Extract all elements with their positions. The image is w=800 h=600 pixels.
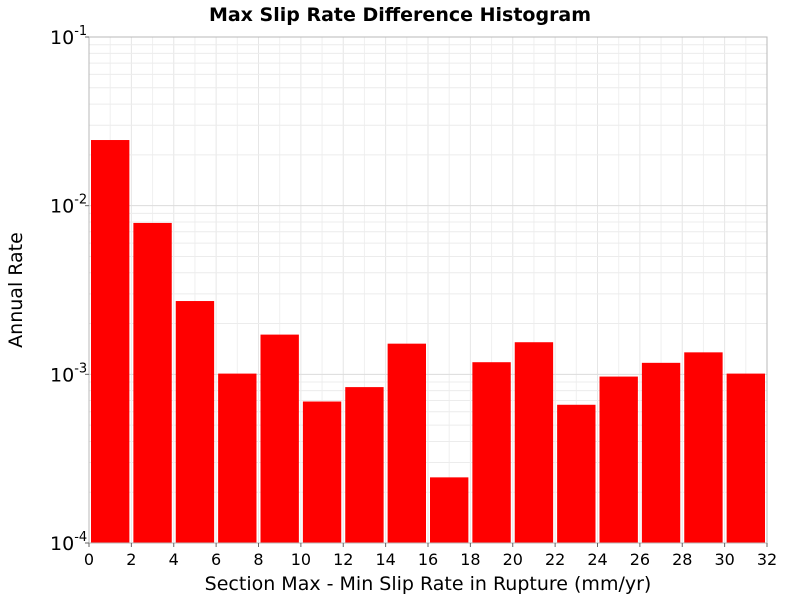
x-tick-label: 2 bbox=[126, 550, 136, 569]
x-tick-label: 32 bbox=[757, 550, 777, 569]
y-tick-label: 10-1 bbox=[50, 24, 87, 49]
histogram-bar bbox=[218, 373, 257, 543]
histogram-bar bbox=[430, 477, 469, 543]
x-tick-label: 10 bbox=[291, 550, 311, 569]
histogram-bar bbox=[345, 387, 384, 543]
histogram-bar bbox=[260, 334, 299, 543]
bars bbox=[91, 140, 765, 543]
x-tick-label: 14 bbox=[375, 550, 395, 569]
x-tick-label: 4 bbox=[169, 550, 179, 569]
y-axis-label: Annual Rate bbox=[5, 232, 27, 348]
y-tick-label: 10-2 bbox=[50, 193, 87, 218]
histogram-bar bbox=[133, 222, 172, 543]
x-tick-label: 12 bbox=[333, 550, 353, 569]
y-axis-ticks: 10-4 10-3 10-2 10-1 bbox=[50, 24, 89, 555]
y-tick-label: 10-4 bbox=[50, 530, 87, 555]
x-tick-label: 6 bbox=[211, 550, 221, 569]
x-tick-label: 8 bbox=[253, 550, 263, 569]
y-tick-label: 10-3 bbox=[50, 361, 87, 386]
x-tick-label: 0 bbox=[84, 550, 94, 569]
histogram-bar bbox=[175, 301, 215, 543]
x-tick-label: 24 bbox=[587, 550, 607, 569]
x-axis-label: Section Max - Min Slip Rate in Rupture (… bbox=[205, 573, 652, 595]
x-tick-label: 26 bbox=[630, 550, 650, 569]
histogram-bar bbox=[472, 362, 511, 543]
histogram-bar bbox=[684, 352, 723, 543]
x-axis-ticks: 0 2 4 6 8 10 12 14 16 18 20 22 24 26 28 30 32 bbox=[84, 543, 777, 569]
histogram-bar bbox=[557, 404, 596, 543]
histogram-bar bbox=[514, 342, 554, 543]
x-tick-label: 28 bbox=[672, 550, 692, 569]
histogram-bar bbox=[641, 362, 681, 543]
histogram-bar bbox=[302, 401, 342, 543]
chart-title: Max Slip Rate Difference Histogram bbox=[209, 4, 591, 26]
x-tick-label: 16 bbox=[418, 550, 438, 569]
histogram-bar bbox=[599, 376, 638, 543]
histogram-bar bbox=[726, 373, 765, 543]
histogram-bar bbox=[387, 343, 426, 543]
histogram-bar bbox=[91, 140, 130, 543]
x-tick-label: 22 bbox=[545, 550, 565, 569]
x-tick-label: 20 bbox=[503, 550, 523, 569]
x-tick-label: 30 bbox=[714, 550, 734, 569]
x-tick-label: 18 bbox=[460, 550, 480, 569]
